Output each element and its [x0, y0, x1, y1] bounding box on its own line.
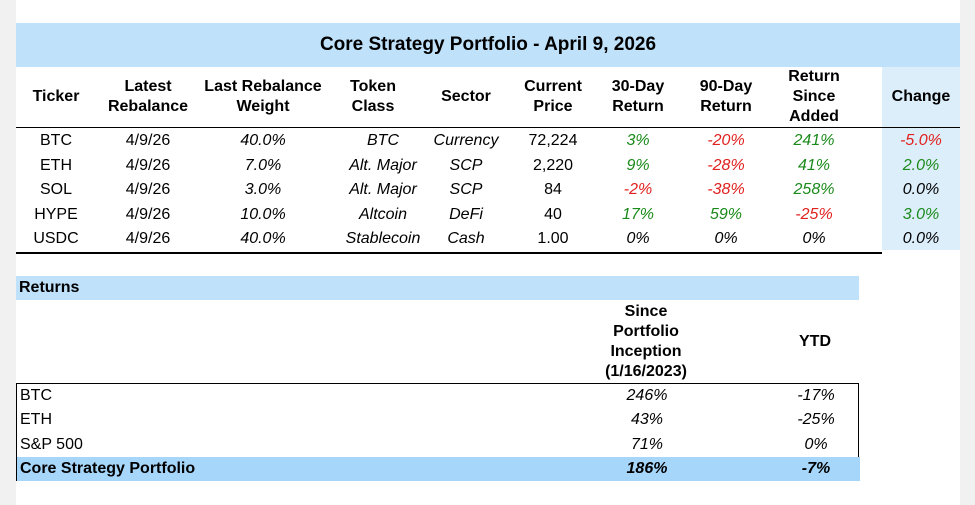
returns-row: S&P 500 71% 0% — [17, 433, 860, 457]
cell-token-class: Stablecoin — [345, 230, 421, 247]
cell-token-class: BTC — [367, 132, 399, 149]
cell-ticker: USDC — [33, 230, 79, 247]
holdings-row-usdc: USDC 4/9/26 40.0% Stablecoin Cash 1.00 0% 0% 0% 0… — [16, 227, 960, 251]
cell-token-class: Altcoin — [358, 205, 408, 223]
cell-r90: -20% — [707, 132, 745, 149]
cell-ticker: ETH — [40, 156, 72, 174]
header-30-day-return: 30-Day Return — [611, 78, 665, 115]
holdings-row-eth: ETH 4/9/26 7.0% Alt. Major SCP 2,220 9% -28% 41%… — [16, 154, 960, 178]
returns-ytd-value: -25% — [797, 411, 835, 429]
cell-r30: -2% — [623, 181, 653, 198]
returns-table: BTC 246% -17% ETH 43% -25% S&P 500 71% 0% Core St… — [16, 383, 860, 481]
cell-since-added: 241% — [793, 132, 835, 149]
cell-latest-rebalance: 4/9/26 — [125, 156, 171, 174]
header-sector: Sector — [441, 88, 491, 105]
returns-row-total: Core Strategy Portfolio 186% -7% — [17, 456, 860, 481]
cell-r90: 0% — [714, 230, 738, 247]
header-weight: Last Rebalance Weight — [204, 78, 322, 115]
cell-change: 3.0% — [902, 205, 940, 223]
returns-row-label: BTC — [20, 387, 52, 404]
cell-price: 1.00 — [537, 230, 569, 247]
cell-weight: 40.0% — [240, 132, 286, 149]
returns-since-inception-value: 71% — [630, 435, 664, 453]
cell-ticker: SOL — [39, 181, 72, 198]
cell-token-class: Alt. Major — [349, 181, 417, 198]
cell-price: 40 — [544, 205, 562, 223]
cell-change: 0.0% — [902, 181, 940, 198]
returns-row-label: ETH — [20, 411, 52, 429]
returns-ytd-value: 0% — [804, 435, 828, 453]
cell-weight: 7.0% — [244, 156, 282, 174]
cell-ticker: BTC — [40, 132, 72, 149]
cell-latest-rebalance: 4/9/26 — [125, 132, 171, 149]
header-90-day-return: 90-Day Return — [699, 78, 753, 115]
cell-r30: 3% — [626, 132, 650, 149]
cell-latest-rebalance: 4/9/26 — [125, 205, 171, 223]
cell-change: 2.0% — [902, 156, 940, 174]
cell-since-added: 0% — [802, 230, 826, 247]
returns-header-ytd: YTD — [799, 333, 831, 350]
returns-since-inception-value: 246% — [626, 387, 668, 404]
cell-sector: SCP — [449, 181, 483, 198]
cell-latest-rebalance: 4/9/26 — [125, 230, 171, 247]
returns-ytd-value: -7% — [801, 459, 831, 477]
change-column-shading — [882, 67, 960, 250]
cell-since-added: 41% — [797, 156, 831, 174]
returns-since-inception-value: 186% — [626, 459, 668, 477]
cell-since-added: 258% — [793, 181, 835, 198]
holdings-row-hype: HYPE 4/9/26 10.0% Altcoin DeFi 40 17% 59% -25% 3.… — [16, 203, 960, 227]
header-divider — [16, 127, 960, 128]
cell-weight: 40.0% — [240, 230, 286, 247]
cell-ticker: HYPE — [34, 205, 78, 223]
holdings-row-btc: BTC 4/9/26 40.0% BTC Currency 72,224 3% -20% 241… — [16, 129, 960, 153]
cell-latest-rebalance: 4/9/26 — [125, 181, 171, 198]
header-token-class: Token Class — [350, 78, 396, 115]
holdings-header-row: Ticker Latest Rebalance Last Rebalance W… — [16, 67, 960, 127]
cell-weight: 3.0% — [244, 181, 282, 198]
returns-header-since-inception: Since Portfolio Inception (1/16/2023) — [605, 303, 687, 380]
header-latest-rebalance: Latest Rebalance — [107, 78, 189, 115]
returns-since-inception-value: 43% — [630, 411, 664, 429]
header-current-price: Current Price — [524, 78, 582, 115]
returns-row-label: Core Strategy Portfolio — [20, 459, 196, 477]
header-change: Change — [891, 88, 951, 105]
cell-since-added: -25% — [795, 205, 833, 223]
holdings-bottom-border — [16, 252, 882, 254]
page-title: Core Strategy Portfolio - April 9, 2026 — [16, 23, 960, 67]
cell-sector: SCP — [449, 156, 483, 174]
cell-token-class: Alt. Major — [349, 156, 417, 174]
cell-weight: 10.0% — [240, 205, 286, 223]
returns-row-label: S&P 500 — [20, 435, 83, 453]
cell-r30: 17% — [621, 205, 655, 223]
cell-r90: 59% — [709, 205, 743, 223]
cell-r30: 9% — [626, 156, 650, 174]
holdings-row-sol: SOL 4/9/26 3.0% Alt. Major SCP 84 -2% -38% 258% 0… — [16, 178, 960, 202]
cell-price: 84 — [544, 181, 562, 198]
cell-sector: Cash — [447, 230, 485, 247]
header-return-since-added: Return Since Added — [788, 68, 840, 125]
returns-ytd-value: -17% — [797, 387, 835, 404]
cell-r90: -28% — [707, 156, 745, 174]
cell-sector: DeFi — [449, 205, 483, 223]
portfolio-sheet: Core Strategy Portfolio - April 9, 2026 … — [16, 0, 960, 505]
cell-price: 2,220 — [532, 156, 574, 174]
cell-change: -5.0% — [900, 132, 942, 149]
returns-row: BTC 246% -17% — [17, 384, 860, 408]
cell-sector: Currency — [433, 132, 499, 149]
cell-price: 72,224 — [528, 132, 578, 149]
cell-change: 0.0% — [902, 230, 940, 247]
cell-r90: -38% — [707, 181, 745, 198]
returns-row: ETH 43% -25% — [17, 408, 860, 432]
header-ticker: Ticker — [32, 88, 80, 105]
returns-section-title: Returns — [16, 276, 859, 300]
cell-r30: 0% — [626, 230, 650, 247]
